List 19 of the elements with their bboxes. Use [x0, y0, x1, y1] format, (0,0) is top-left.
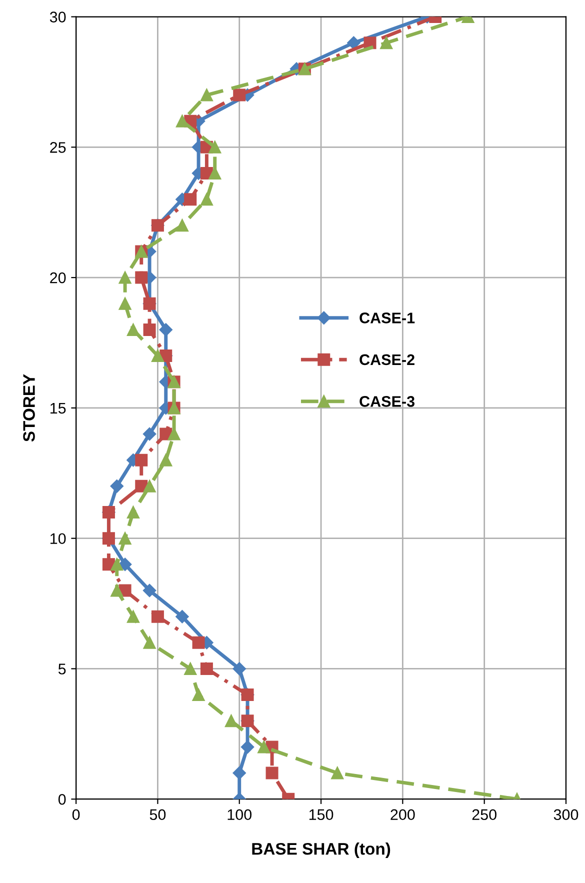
y-tick-label: 30	[50, 12, 66, 22]
y-tick-label: 10	[50, 533, 66, 544]
legend-label: CASE-1	[360, 312, 415, 324]
legend-label: CASE-2	[360, 354, 414, 366]
x-tick-label: 300	[554, 809, 578, 820]
y-axis-title: STOREY	[23, 374, 35, 442]
y-tick-label: 20	[50, 272, 66, 284]
y-tick-label: 25	[50, 142, 66, 153]
x-tick-label: 50	[150, 809, 166, 820]
x-tick-label: 0	[72, 809, 80, 820]
x-tick-label: 200	[390, 809, 415, 820]
y-tick-label: 0	[58, 794, 66, 805]
x-tick-label: 100	[228, 809, 252, 820]
y-tick-label: 5	[58, 664, 66, 674]
y-tick-label: 15	[50, 402, 66, 414]
x-tick-label: 250	[472, 809, 496, 820]
x-axis-title: BASE SHAR (ton)	[252, 842, 390, 858]
legend-label: CASE-3	[360, 396, 414, 407]
x-tick-label: 150	[309, 809, 334, 820]
